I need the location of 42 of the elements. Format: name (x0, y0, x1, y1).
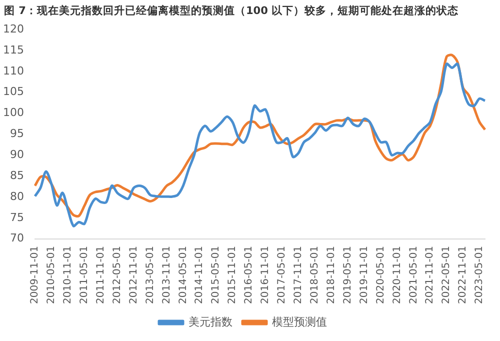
y-tick-label: 75 (10, 210, 24, 224)
x-tick-label: 2016-05-01 (244, 246, 255, 304)
x-tick-label: 2016-11-01 (260, 246, 272, 304)
x-tick-label: 2023-05-01 (474, 246, 486, 304)
y-tick-label: 105 (2, 85, 24, 98)
legend-label: 模型预测值 (272, 315, 327, 328)
x-tick-label: 2015-11-01 (227, 246, 238, 304)
y-tick-label: 95 (10, 127, 24, 140)
x-tick-label: 2013-11-01 (161, 246, 172, 304)
x-tick-label: 2011-05-01 (78, 246, 90, 304)
x-tick-label: 2015-05-01 (210, 246, 222, 304)
x-tick-label: 2022-11-01 (458, 246, 469, 304)
x-tick-label: 2017-11-01 (293, 246, 304, 304)
chart-title: 图 7：现在美元指数回升已经偏离模型的预测值（100 以下）较多，短期可能处在超涨的状态 (3, 4, 460, 19)
x-tick-label: 2017-05-01 (276, 246, 288, 304)
x-tick-label: 2020-11-01 (392, 246, 403, 304)
x-tick-label: 2014-05-01 (178, 246, 189, 304)
legend-label: 美元指数 (188, 315, 232, 328)
y-tick-label: 110 (2, 64, 24, 78)
x-tick-label: 2011-11-01 (95, 246, 106, 304)
x-tick-label: 2019-05-01 (342, 246, 354, 304)
x-tick-label: 2021-11-01 (424, 246, 436, 304)
x-tick-label: 2014-11-01 (194, 246, 206, 304)
y-tick-label: 120 (2, 22, 24, 36)
x-tick-label: 2012-05-01 (112, 246, 123, 304)
x-tick-label: 2022-05-01 (441, 246, 452, 304)
y-tick-label: 90 (10, 148, 24, 162)
y-tick-label: 70 (10, 232, 24, 245)
x-tick-label: 2018-11-01 (326, 246, 337, 304)
x-tick-label: 2012-11-01 (128, 246, 140, 304)
x-tick-label: 2019-11-01 (358, 246, 370, 304)
y-tick-label: 115 (2, 43, 24, 56)
x-tick-label: 2013-05-01 (144, 246, 156, 304)
x-tick-label: 2020-05-01 (375, 246, 386, 304)
x-tick-label: 2018-05-01 (309, 246, 320, 304)
x-tick-label: 2009-11-01 (30, 246, 41, 304)
y-tick-label: 85 (10, 168, 24, 182)
y-tick-label: 100 (2, 106, 24, 120)
x-tick-label: 2010-05-01 (46, 246, 58, 304)
x-tick-label: 2021-05-01 (408, 246, 420, 304)
x-tick-label: 2010-11-01 (62, 246, 74, 304)
y-tick-label: 80 (10, 190, 24, 203)
